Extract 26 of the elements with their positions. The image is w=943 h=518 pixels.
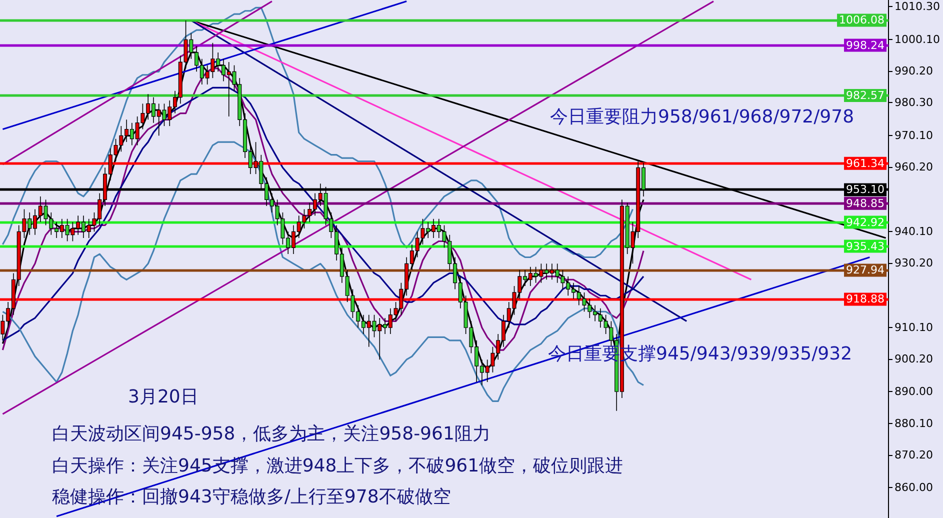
ref-line-label: 948.85 — [846, 196, 885, 210]
y-tick-label: 930.20 — [894, 256, 934, 270]
y-tick-label: 910.10 — [894, 320, 934, 334]
ref-line-label: 953.10 — [846, 183, 885, 196]
ref-line-label: 918.88 — [846, 292, 885, 306]
y-tick-label: 980.30 — [894, 96, 934, 110]
y-tick-label: 970.10 — [894, 128, 934, 142]
y-tick-label: 880.10 — [894, 416, 934, 430]
y-tick-label: 870.20 — [894, 448, 934, 462]
y-tick-label: 900.20 — [894, 352, 934, 366]
y-tick-label: 940.10 — [894, 224, 934, 238]
y-tick-label: 1010.30 — [894, 0, 940, 14]
ref-line-label: 935.43 — [846, 240, 885, 253]
ref-line-label: 982.57 — [846, 88, 885, 102]
ref-line-label: 942.92 — [846, 216, 885, 229]
annotation: 今日重要阻力958/961/968/972/978 — [550, 106, 854, 128]
y-tick-label: 860.00 — [894, 481, 934, 494]
y-tick-label: 1000.10 — [894, 32, 940, 46]
y-tick-label: 890.00 — [894, 385, 934, 398]
y-tick-label: 960.20 — [894, 160, 934, 174]
ref-line-label: 927.94 — [846, 264, 885, 277]
ref-line-label: 998.24 — [846, 38, 885, 52]
ref-line-label: 961.34 — [846, 156, 885, 170]
ref-line-label: 1006.08 — [839, 14, 885, 27]
y-tick-label: 990.20 — [894, 64, 934, 78]
annotation: 3月20日 — [128, 386, 198, 408]
